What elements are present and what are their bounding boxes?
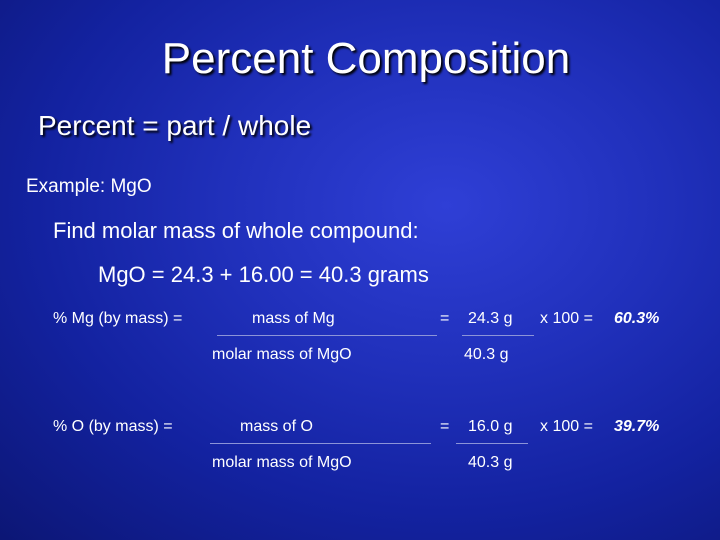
o-times-hundred: x 100 =: [540, 418, 593, 435]
mg-percent-result: 60.3%: [614, 310, 660, 327]
o-value-fraction-line: [456, 443, 528, 444]
o-percent-label: % O (by mass) =: [53, 418, 173, 435]
mg-fraction-line: [217, 335, 437, 336]
o-denominator: molar mass of MgO: [212, 454, 352, 471]
mg-denominator: molar mass of MgO: [212, 346, 352, 363]
mg-percent-label: % Mg (by mass) =: [53, 310, 183, 327]
mg-times-hundred: x 100 =: [540, 310, 593, 327]
mg-numerator: mass of Mg: [252, 310, 335, 327]
o-value-numerator: 16.0 g: [468, 418, 513, 435]
slide-title: Percent Composition: [161, 34, 571, 83]
mg-value-denominator: 40.3 g: [464, 346, 509, 363]
example-label: Example: MgO: [26, 176, 152, 197]
mg-value-fraction-line: [462, 335, 534, 336]
o-percent-result: 39.7%: [614, 418, 660, 435]
mg-equals-sign: =: [440, 310, 450, 327]
find-molar-mass-step: Find molar mass of whole compound:: [53, 218, 419, 243]
mg-value-numerator: 24.3 g: [468, 310, 513, 327]
o-numerator: mass of O: [240, 418, 313, 435]
o-value-denominator: 40.3 g: [468, 454, 513, 471]
o-equals-sign: =: [440, 418, 450, 435]
o-fraction-line: [210, 443, 431, 444]
slide-subtitle: Percent = part / whole: [38, 110, 312, 141]
molar-mass-equation: MgO = 24.3 + 16.00 = 40.3 grams: [98, 262, 429, 287]
